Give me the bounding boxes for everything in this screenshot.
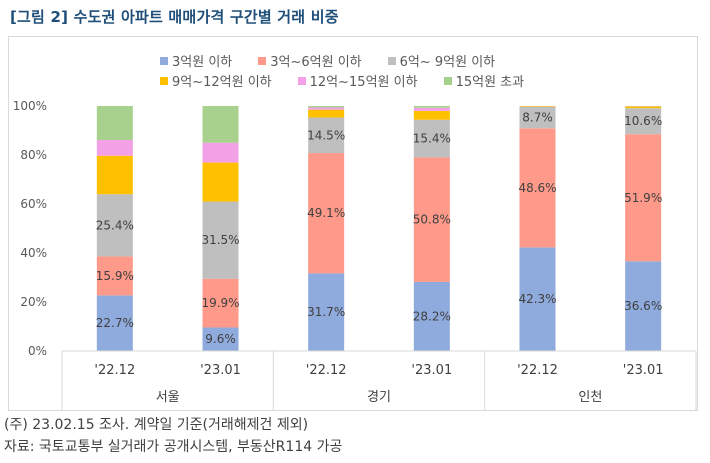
bar-segment bbox=[96, 140, 133, 156]
bar-segment bbox=[96, 295, 133, 351]
data-label: 42.3% bbox=[518, 292, 556, 306]
bar-segment bbox=[519, 247, 556, 351]
data-label: 48.6% bbox=[518, 181, 556, 195]
data-label: 22.7% bbox=[96, 316, 134, 330]
y-tick-label: 40% bbox=[20, 246, 47, 260]
bar-segment bbox=[202, 142, 239, 163]
legend-row-1: 3억원 이하 3억~6억원 이하 6억~ 9억원 이하 bbox=[160, 51, 495, 70]
group-label: 경기 bbox=[367, 390, 391, 405]
y-tick-label: 20% bbox=[20, 295, 47, 309]
legend-swatch bbox=[443, 76, 452, 85]
bar-segment bbox=[625, 108, 662, 135]
bar-segment bbox=[96, 194, 133, 257]
legend-swatch bbox=[387, 56, 396, 65]
bar-segment bbox=[625, 134, 662, 262]
legend-swatch bbox=[258, 56, 267, 65]
data-label: 49.1% bbox=[307, 206, 345, 220]
data-label: 50.8% bbox=[413, 213, 451, 227]
note-source: 자료: 국토교통부 실거래가 공개시스템, 부동산R114 가공 bbox=[4, 439, 343, 455]
data-label: 28.2% bbox=[413, 309, 451, 323]
legend-swatch bbox=[160, 76, 168, 85]
chart-notes: (주) 23.02.15 조사. 계약일 기준(거래해제건 제외) 자료: 국토… bbox=[4, 414, 342, 458]
y-tick-label: 100% bbox=[13, 99, 47, 113]
data-label: 31.5% bbox=[201, 233, 239, 247]
legend-swatch bbox=[160, 56, 168, 65]
legend-row-2: 9억~12억원 이하 12억~15억원 이하 15억원 초과 bbox=[160, 71, 524, 90]
data-label: 25.4% bbox=[96, 218, 134, 232]
legend-item-9to12eok: 9억~12억원 이하 bbox=[160, 71, 272, 90]
x-tick-label: '22.12 bbox=[94, 363, 135, 378]
data-label: 9.6% bbox=[205, 332, 236, 346]
bar-segment bbox=[308, 117, 345, 154]
bar-segment bbox=[625, 106, 662, 109]
legend-label: 6억~ 9억원 이하 bbox=[399, 55, 496, 70]
data-label: 14.5% bbox=[307, 128, 345, 142]
legend-item-3to6eok: 3억~6억원 이하 bbox=[258, 51, 362, 70]
data-label: 8.7% bbox=[522, 111, 553, 125]
bar-segment bbox=[308, 273, 345, 351]
x-tick-label: '23.01 bbox=[623, 363, 664, 378]
data-label: 10.6% bbox=[624, 114, 662, 128]
bar-segment bbox=[308, 153, 345, 274]
legend-label: 12억~15억원 이하 bbox=[309, 75, 418, 90]
data-label: 36.6% bbox=[624, 299, 662, 313]
bar-segment bbox=[413, 107, 450, 111]
legend-item-3eok-below: 3억원 이하 bbox=[160, 51, 232, 70]
data-label: 15.9% bbox=[96, 269, 134, 283]
legend-label: 3억원 이하 bbox=[172, 55, 233, 70]
bar-segment bbox=[413, 106, 450, 108]
x-tick-label: '22.12 bbox=[306, 363, 347, 378]
bar-segment bbox=[202, 162, 239, 202]
bar-segment bbox=[308, 106, 345, 108]
legend-label: 3억~6억원 이하 bbox=[270, 55, 362, 70]
x-tick-label: '23.01 bbox=[411, 363, 452, 378]
data-label: 15.4% bbox=[413, 132, 451, 146]
x-tick-label: '23.01 bbox=[200, 363, 241, 378]
chart-frame bbox=[8, 36, 698, 411]
bar-segment bbox=[96, 155, 133, 195]
group-label: 서울 bbox=[156, 390, 180, 405]
bar-segment bbox=[308, 107, 345, 110]
bar-segment bbox=[413, 110, 450, 120]
y-tick-label: 60% bbox=[20, 197, 47, 211]
legend-item-6to9eok: 6억~ 9억원 이하 bbox=[387, 51, 496, 70]
legend-swatch bbox=[297, 76, 306, 85]
bar-segment bbox=[202, 106, 239, 143]
bar-segment bbox=[308, 109, 345, 118]
y-tick-label: 80% bbox=[20, 148, 47, 162]
bar-segment bbox=[413, 281, 450, 351]
bar-segment bbox=[413, 119, 450, 158]
legend-item-15eok-over: 15억원 초과 bbox=[443, 71, 525, 90]
bar-segment bbox=[413, 157, 450, 282]
data-label: 51.9% bbox=[624, 191, 662, 205]
legend-label: 15억원 초과 bbox=[455, 75, 525, 90]
data-label: 19.9% bbox=[201, 296, 239, 310]
y-tick-label: 0% bbox=[28, 344, 47, 358]
bar-segment bbox=[519, 128, 556, 248]
bar-segment bbox=[519, 106, 556, 129]
legend-item-12to15eok: 12억~15억원 이하 bbox=[297, 71, 418, 90]
bar-segment bbox=[96, 106, 133, 141]
bar-segment bbox=[96, 256, 133, 296]
legend-label: 9억~12억원 이하 bbox=[172, 75, 272, 90]
x-tick-label: '22.12 bbox=[517, 363, 558, 378]
bar-segment bbox=[202, 327, 239, 351]
page-title: [그림 2] 수도권 아파트 매매가격 구간별 거래 비중 bbox=[10, 8, 339, 26]
bar-segment bbox=[519, 106, 556, 107]
group-label: 인천 bbox=[578, 390, 602, 405]
note-survey-date: (주) 23.02.15 조사. 계약일 기준(거래해제건 제외) bbox=[4, 417, 309, 433]
bar-segment bbox=[625, 261, 662, 351]
bar-segment bbox=[202, 201, 239, 279]
bar-segment bbox=[202, 278, 239, 328]
data-label: 31.7% bbox=[307, 305, 345, 319]
